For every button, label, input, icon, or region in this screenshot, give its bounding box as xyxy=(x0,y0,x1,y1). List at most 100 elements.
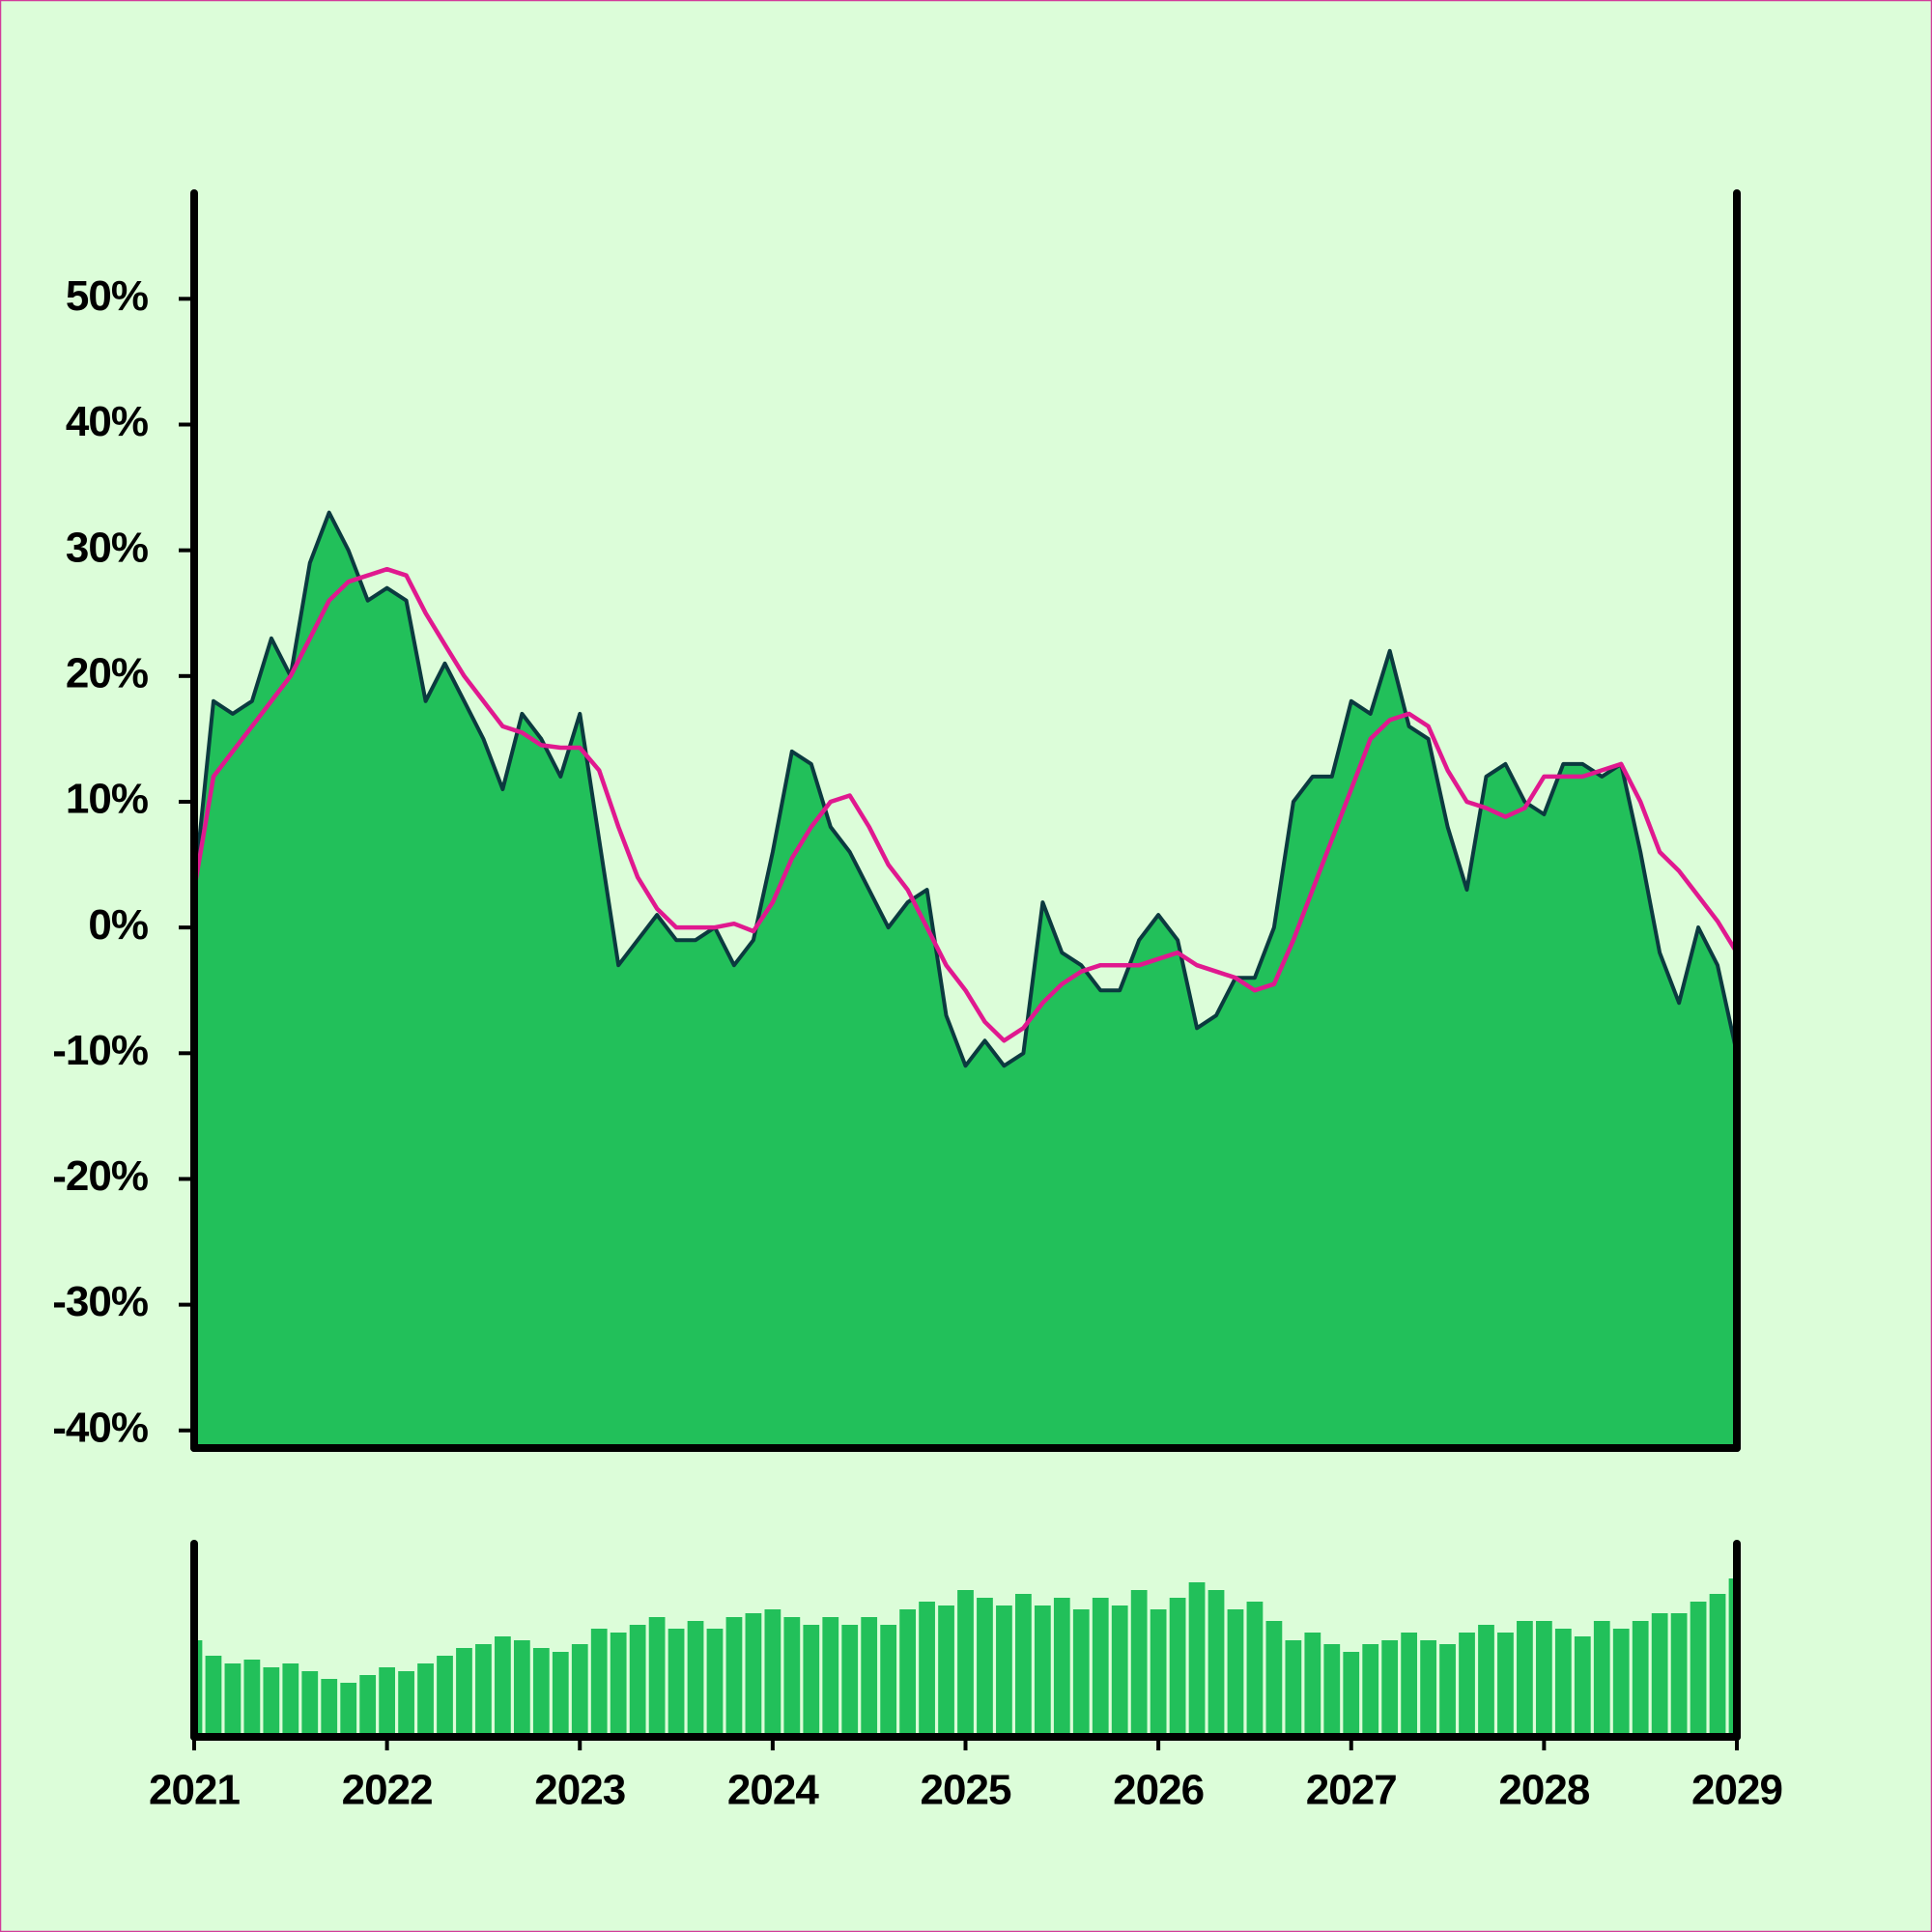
volume-bar xyxy=(282,1663,299,1737)
y-tick-label: 10% xyxy=(66,776,148,823)
x-tick-label: 2021 xyxy=(149,1767,240,1814)
volume-bar xyxy=(822,1617,839,1737)
volume-bar xyxy=(1285,1640,1302,1737)
volume-bar xyxy=(977,1598,993,1737)
volume-bar xyxy=(1612,1629,1630,1737)
volume-bar xyxy=(224,1663,242,1737)
volume-bar xyxy=(194,1640,203,1737)
y-tick-label: -20% xyxy=(52,1152,148,1200)
volume-bar xyxy=(803,1625,820,1737)
price-line xyxy=(194,510,1737,1068)
volume-bar xyxy=(668,1629,685,1737)
volume-bar xyxy=(996,1605,1012,1737)
volume-bar xyxy=(1478,1625,1494,1737)
y-tick-label: -30% xyxy=(52,1278,148,1325)
volume-bar xyxy=(263,1667,280,1737)
volume-bar xyxy=(359,1675,377,1737)
volume-bar xyxy=(1150,1609,1167,1737)
x-tick-label: 2026 xyxy=(1113,1767,1204,1814)
volume-bar xyxy=(1574,1636,1591,1737)
y-tick-label: 40% xyxy=(66,398,148,445)
volume-bar xyxy=(1709,1594,1726,1737)
volume-bar xyxy=(1497,1633,1514,1737)
volume-bar xyxy=(1092,1598,1109,1737)
volume-bar xyxy=(880,1625,897,1737)
volume-bar xyxy=(648,1617,666,1737)
volume-bar xyxy=(1690,1602,1707,1737)
volume-bar xyxy=(1459,1633,1475,1737)
volume-bar xyxy=(1265,1621,1283,1737)
volume-bar xyxy=(1015,1594,1032,1737)
volume-bar xyxy=(437,1656,453,1737)
volume-bar xyxy=(1304,1633,1321,1737)
volume-bar xyxy=(1111,1605,1128,1737)
volume-bar xyxy=(475,1644,492,1737)
volume-bar xyxy=(1362,1644,1379,1737)
x-tick-label: 2023 xyxy=(534,1767,625,1814)
volume-bar xyxy=(899,1609,916,1737)
volume-bar xyxy=(764,1609,781,1737)
volume-bar xyxy=(1554,1629,1572,1737)
volume-bar xyxy=(590,1629,608,1737)
volume-plot xyxy=(194,1578,1737,1737)
volume-bar xyxy=(1401,1633,1418,1737)
volume-bar xyxy=(243,1660,261,1737)
volume-bar xyxy=(1130,1590,1148,1737)
volume-bar xyxy=(629,1625,646,1737)
x-tick-label: 2029 xyxy=(1691,1767,1782,1814)
volume-bar xyxy=(725,1617,743,1737)
volume-bar xyxy=(706,1629,724,1737)
volume-bar xyxy=(1381,1640,1399,1737)
volume-bar xyxy=(1208,1590,1225,1737)
volume-bar xyxy=(1535,1621,1552,1737)
y-tick-label: 0% xyxy=(88,901,148,949)
volume-bar xyxy=(1728,1578,1737,1737)
volume-bar xyxy=(205,1656,222,1737)
x-tick-label: 2022 xyxy=(342,1767,433,1814)
volume-bar xyxy=(957,1590,974,1737)
volume-bar xyxy=(610,1633,627,1737)
volume-bar xyxy=(1651,1613,1668,1737)
volume-bar xyxy=(1439,1644,1456,1737)
volume-bar xyxy=(571,1644,588,1737)
volume-bar xyxy=(340,1683,357,1737)
volume-bar xyxy=(1343,1652,1360,1737)
volume-bar xyxy=(301,1671,319,1737)
axes: -40% -30% -20% -10% 0% 10% 20% 30% 40% 50% 2021 202… xyxy=(52,189,1783,1814)
volume-bar xyxy=(841,1625,859,1737)
x-tick-label: 2024 xyxy=(727,1767,819,1814)
volume-bar xyxy=(919,1602,935,1737)
volume-bar xyxy=(1072,1609,1090,1737)
volume-bar xyxy=(1323,1644,1341,1737)
volume-bar xyxy=(1188,1582,1206,1737)
moving-average-line xyxy=(194,566,1737,1043)
volume-bar xyxy=(861,1617,878,1737)
y-tick-label: 30% xyxy=(66,524,148,571)
volume-bar xyxy=(1420,1640,1436,1737)
x-tick-label: 2025 xyxy=(921,1767,1011,1814)
volume-bar xyxy=(1246,1602,1264,1737)
y-tick-label: 20% xyxy=(66,649,148,696)
volume-bar xyxy=(1034,1605,1051,1737)
volume-bar xyxy=(783,1617,801,1737)
volume-bar xyxy=(456,1648,472,1737)
volume-bar xyxy=(745,1613,762,1737)
volume-bar xyxy=(398,1671,414,1737)
volume-bar xyxy=(938,1605,954,1737)
volume-bar xyxy=(552,1652,569,1737)
y-tick-label: 50% xyxy=(66,272,148,320)
volume-bar xyxy=(687,1621,704,1737)
volume-bar xyxy=(513,1640,530,1737)
volume-bar xyxy=(1593,1621,1610,1737)
volume-bar xyxy=(417,1663,434,1737)
volume-bar xyxy=(532,1648,550,1737)
volume-bar xyxy=(1517,1621,1533,1737)
volume-bar xyxy=(321,1679,338,1737)
x-tick-label: 2028 xyxy=(1498,1767,1589,1814)
volume-bar xyxy=(379,1667,396,1737)
volume-bar xyxy=(1169,1598,1186,1737)
volume-bar xyxy=(1632,1621,1649,1737)
volume-bar xyxy=(495,1636,511,1737)
